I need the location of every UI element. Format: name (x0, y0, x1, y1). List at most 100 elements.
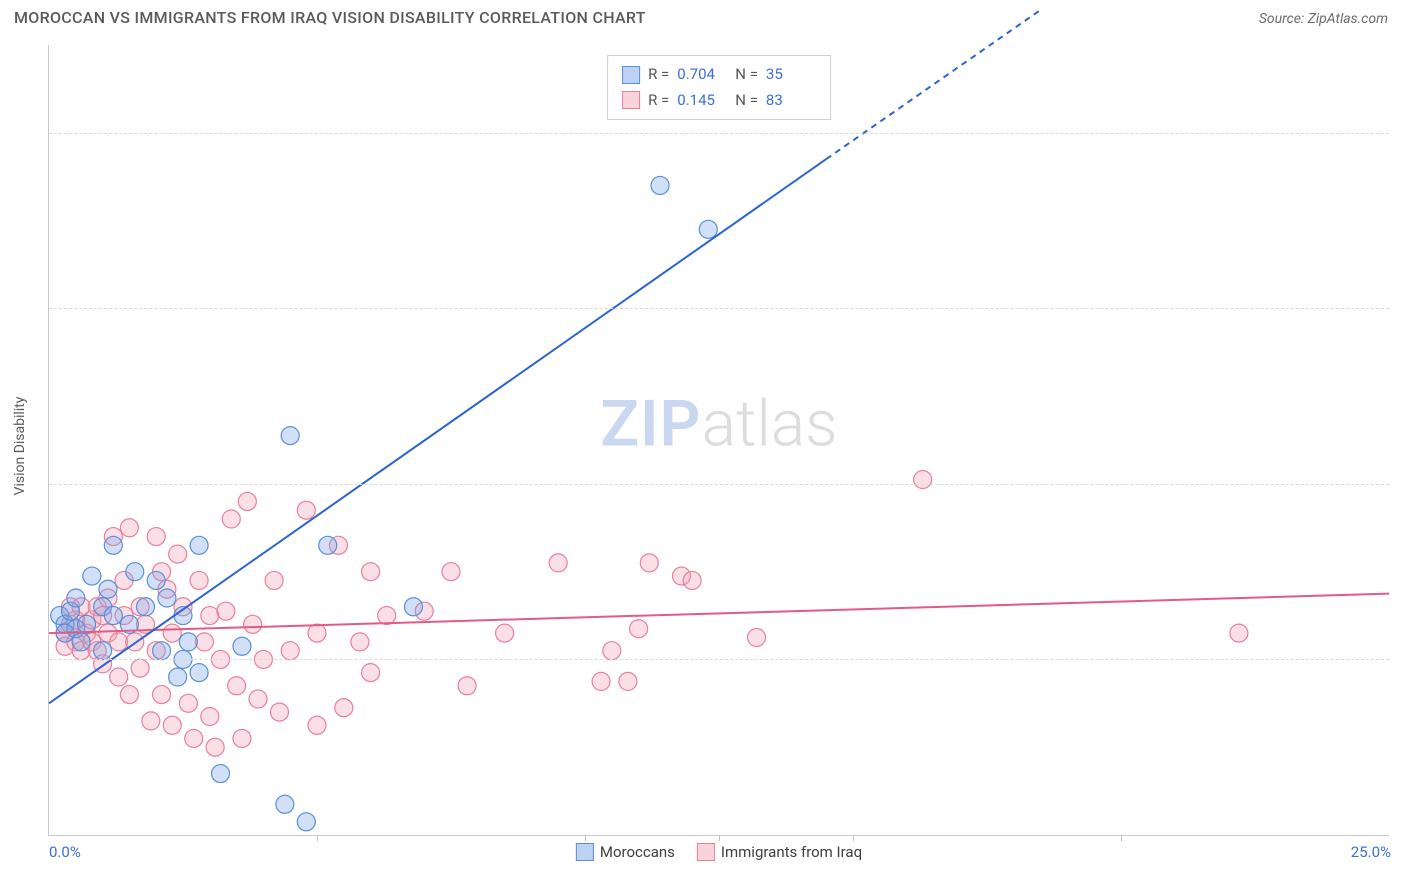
x-tick (317, 835, 318, 841)
plot-svg (49, 45, 1389, 835)
data-point (335, 699, 353, 717)
legend-label: Immigrants from Iraq (721, 843, 862, 861)
source-attribution: Source: ZipAtlas.com (1259, 11, 1388, 27)
x-tick (585, 835, 586, 841)
header: MOROCCAN VS IMMIGRANTS FROM IRAQ VISION … (0, 0, 1406, 31)
data-point (362, 664, 380, 682)
data-point (206, 738, 224, 756)
legend-correlation-box: R = 0.704 N = 35 R = 0.145 N = 83 (607, 55, 831, 120)
data-point (190, 536, 208, 554)
data-point (153, 642, 171, 660)
data-point (699, 220, 717, 238)
r-label: R = (648, 88, 669, 114)
data-point (238, 492, 256, 510)
data-point (169, 668, 187, 686)
legend-top-row: R = 0.704 N = 35 (622, 62, 816, 88)
data-point (212, 765, 230, 783)
data-point (217, 602, 235, 620)
data-point (630, 620, 648, 638)
data-point (233, 637, 251, 655)
chart-area: ZIPatlas R = 0.704 N = 35 R = 0.145 N = … (48, 45, 1389, 836)
x-axis-min-label: 0.0% (49, 843, 81, 861)
data-point (281, 427, 299, 445)
data-point (120, 686, 138, 704)
data-point (351, 633, 369, 651)
data-point (158, 589, 176, 607)
data-point (169, 545, 187, 563)
legend-item: Moroccans (576, 843, 675, 861)
n-value: 35 (766, 62, 816, 88)
data-point (67, 589, 85, 607)
data-point (78, 615, 96, 633)
data-point (270, 703, 288, 721)
data-point (190, 571, 208, 589)
swatch-icon (622, 66, 640, 84)
data-point (297, 813, 315, 831)
trend-line-extrapolated (826, 10, 1040, 159)
data-point (110, 668, 128, 686)
data-point (120, 519, 138, 537)
data-point (110, 633, 128, 651)
x-tick (1121, 835, 1122, 841)
swatch-icon (697, 843, 715, 861)
data-point (104, 536, 122, 554)
gridline-horizontal (49, 659, 1389, 660)
data-point (201, 708, 219, 726)
chart-title: MOROCCAN VS IMMIGRANTS FROM IRAQ VISION … (14, 8, 646, 27)
data-point (195, 633, 213, 651)
legend-item: Immigrants from Iraq (697, 843, 862, 861)
data-point (1230, 624, 1248, 642)
gridline-horizontal (49, 133, 1389, 134)
r-label: R = (648, 62, 669, 88)
legend-label: Moroccans (600, 843, 675, 861)
data-point (442, 563, 460, 581)
data-point (83, 567, 101, 585)
x-axis-max-label: 25.0% (1351, 843, 1391, 861)
gridline-horizontal (49, 308, 1389, 309)
data-point (404, 598, 422, 616)
data-point (297, 501, 315, 519)
data-point (94, 642, 112, 660)
r-value: 0.704 (677, 62, 727, 88)
data-point (136, 598, 154, 616)
data-point (458, 677, 476, 695)
data-point (72, 633, 90, 651)
data-point (126, 563, 144, 581)
swatch-icon (576, 843, 594, 861)
data-point (592, 672, 610, 690)
swatch-icon (622, 91, 640, 109)
data-point (233, 729, 251, 747)
r-value: 0.145 (677, 88, 727, 114)
n-label: N = (735, 62, 758, 88)
data-point (603, 642, 621, 660)
data-point (362, 563, 380, 581)
x-tick (853, 835, 854, 841)
data-point (651, 176, 669, 194)
data-point (228, 677, 246, 695)
data-point (308, 624, 326, 642)
data-point (201, 607, 219, 625)
data-point (147, 571, 165, 589)
legend-top-row: R = 0.145 N = 83 (622, 88, 816, 114)
data-point (265, 571, 283, 589)
data-point (249, 690, 267, 708)
data-point (179, 694, 197, 712)
data-point (378, 607, 396, 625)
data-point (185, 729, 203, 747)
data-point (99, 580, 117, 598)
data-point (163, 716, 181, 734)
data-point (163, 624, 181, 642)
data-point (142, 712, 160, 730)
data-point (619, 672, 637, 690)
data-point (153, 686, 171, 704)
data-point (190, 664, 208, 682)
trend-line (49, 594, 1389, 634)
y-axis-title: Vision Disability (12, 397, 28, 496)
data-point (244, 615, 262, 633)
data-point (496, 624, 514, 642)
data-point (276, 795, 294, 813)
n-value: 83 (766, 88, 816, 114)
legend-series: Moroccans Immigrants from Iraq (576, 843, 862, 861)
data-point (104, 607, 122, 625)
x-tick (719, 835, 720, 841)
